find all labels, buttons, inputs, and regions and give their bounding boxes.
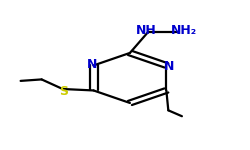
Text: NH₂: NH₂ xyxy=(171,24,197,37)
Text: N: N xyxy=(164,60,174,73)
Text: S: S xyxy=(60,85,68,98)
Text: N: N xyxy=(86,58,97,71)
Text: NH: NH xyxy=(136,24,156,37)
